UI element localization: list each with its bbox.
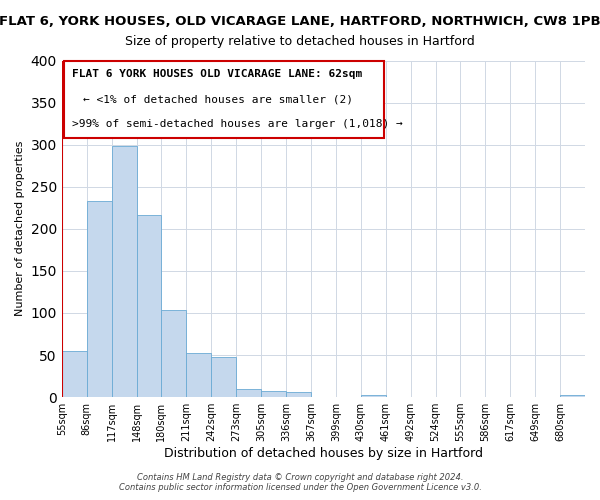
Bar — [137, 216, 161, 397]
Bar — [187, 354, 211, 397]
Bar — [161, 310, 187, 397]
Bar — [112, 146, 137, 397]
Bar — [560, 394, 585, 397]
Text: Contains HM Land Registry data © Crown copyright and database right 2024.
Contai: Contains HM Land Registry data © Crown c… — [119, 473, 481, 492]
Text: >99% of semi-detached houses are larger (1,018) →: >99% of semi-detached houses are larger … — [72, 120, 403, 130]
Bar — [261, 391, 286, 397]
Y-axis label: Number of detached properties: Number of detached properties — [15, 141, 25, 316]
Bar — [286, 392, 311, 397]
Bar — [62, 351, 87, 397]
FancyBboxPatch shape — [64, 60, 383, 138]
Text: ← <1% of detached houses are smaller (2): ← <1% of detached houses are smaller (2) — [83, 94, 353, 104]
Bar — [361, 394, 386, 397]
Text: Size of property relative to detached houses in Hartford: Size of property relative to detached ho… — [125, 35, 475, 48]
Text: FLAT 6, YORK HOUSES, OLD VICARAGE LANE, HARTFORD, NORTHWICH, CW8 1PB: FLAT 6, YORK HOUSES, OLD VICARAGE LANE, … — [0, 15, 600, 28]
Bar — [87, 201, 112, 397]
Bar — [211, 356, 236, 397]
X-axis label: Distribution of detached houses by size in Hartford: Distribution of detached houses by size … — [164, 447, 483, 460]
Bar — [236, 388, 261, 397]
Text: FLAT 6 YORK HOUSES OLD VICARAGE LANE: 62sqm: FLAT 6 YORK HOUSES OLD VICARAGE LANE: 62… — [72, 69, 362, 79]
